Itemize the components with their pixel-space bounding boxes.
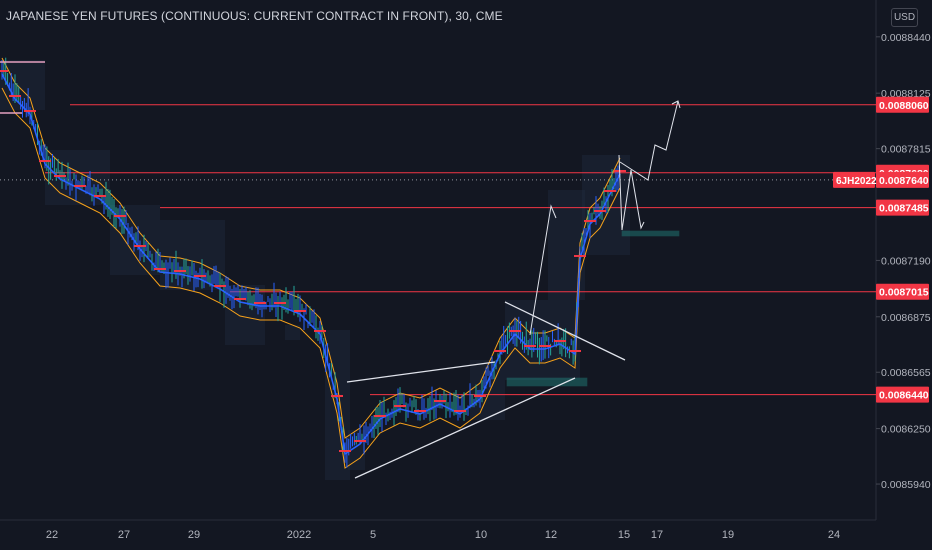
demand-zone — [506, 377, 588, 387]
triangle-lower-line — [354, 377, 576, 479]
price-level-badge — [876, 386, 929, 403]
x-tick-label: 2022 — [287, 529, 311, 541]
session-box — [160, 220, 225, 290]
price-level-badge — [876, 199, 929, 216]
y-tick-label: 0.0087815 — [881, 144, 931, 156]
pullback-arrow — [618, 154, 645, 231]
x-tick-label: 22 — [46, 529, 58, 541]
session-box — [505, 300, 580, 380]
upper-envelope — [1, 57, 621, 439]
x-tick-label: 12 — [545, 529, 557, 541]
y-tick-label: 0.0085940 — [881, 479, 931, 491]
currency-button[interactable]: USD — [891, 8, 918, 27]
x-tick-label: 10 — [475, 529, 487, 541]
chart-title: JAPANESE YEN FUTURES (CONTINUOUS: CURREN… — [6, 9, 503, 23]
price-level-label: 0.0088060 — [879, 100, 929, 112]
x-tick-label: 5 — [370, 529, 376, 541]
session-box — [225, 285, 265, 345]
symbol-badge — [833, 171, 875, 188]
x-tick-label: 29 — [188, 529, 200, 541]
symbol-label: 6JH2022 — [836, 176, 877, 187]
x-tick-label: 17 — [651, 529, 663, 541]
price-level-badge — [876, 283, 929, 300]
triangle-upper-line — [346, 361, 496, 383]
x-tick-label: 24 — [828, 529, 840, 541]
x-tick-label: 15 — [618, 529, 630, 541]
projection-arrow — [529, 204, 557, 336]
x-tick-label: 27 — [118, 529, 130, 541]
y-tick-label: 0.0086565 — [881, 367, 931, 379]
target-arrow-head — [671, 100, 681, 109]
lower-envelope — [1, 87, 621, 469]
y-tick-label: 0.0086875 — [881, 312, 931, 324]
y-tick-label: 0.0088440 — [881, 32, 931, 44]
price-level-label: 0.0086440 — [879, 390, 929, 402]
target-arrow — [619, 100, 679, 181]
y-tick-label: 0.0086250 — [881, 424, 931, 436]
last-price-label: 0.0087640 — [879, 175, 929, 187]
last-price-badge — [876, 171, 929, 188]
moving-average — [1, 73, 621, 456]
y-tick-label: 0.0087190 — [881, 255, 931, 267]
x-tick-label: 19 — [722, 529, 734, 541]
wedge-line — [504, 301, 626, 361]
price-level-label: 0.0087015 — [879, 287, 929, 299]
price-level-label: 0.0087485 — [879, 203, 929, 215]
target-zone — [621, 230, 680, 237]
session-box — [285, 325, 300, 340]
price-level-badge — [876, 96, 929, 113]
